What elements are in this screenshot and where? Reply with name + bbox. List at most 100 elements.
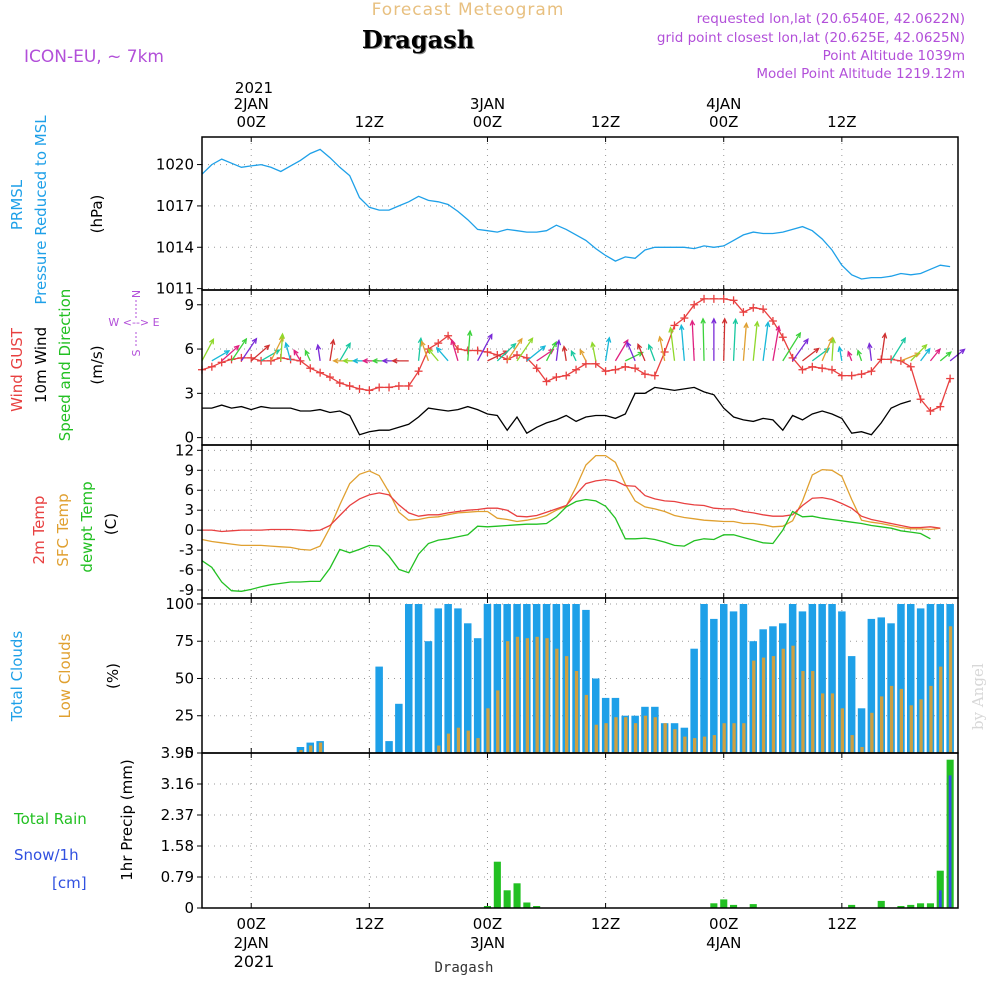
pressure-ytick-label: 1017: [156, 197, 194, 215]
gust-marker: [690, 300, 699, 309]
gust-marker: [818, 364, 827, 373]
total-cloud-bar: [690, 648, 698, 753]
gust-marker: [906, 362, 915, 371]
low-cloud-bar: [939, 666, 943, 753]
wind-arrow: [260, 349, 280, 362]
low-cloud-bar: [693, 738, 697, 753]
wind-arrow-head: [914, 352, 921, 358]
gust-marker: [946, 374, 955, 383]
compass-north: N: [130, 290, 143, 298]
gust-marker: [611, 365, 620, 374]
gust-marker: [562, 371, 571, 380]
pressure-ytick-label: 1020: [156, 156, 194, 174]
rain-bar: [936, 870, 944, 908]
temp-ytick-label: 9: [184, 461, 194, 479]
clouds-ytick-label: 0: [184, 744, 194, 762]
precip-ytick-label: 3.16: [161, 775, 194, 793]
gust-marker: [335, 379, 344, 387]
wind-arrow: [496, 343, 516, 362]
wind-arrow-head: [527, 337, 534, 344]
bottom-date-label: 3JAN: [470, 934, 505, 952]
low-cloud-bar: [761, 657, 766, 753]
wind-arrow: [285, 342, 292, 362]
wind-arrow-head: [959, 348, 966, 355]
wind-arrow-head: [329, 338, 336, 345]
wind-arrow: [526, 345, 546, 362]
t2m-line: [202, 478, 941, 533]
clouds-ytick-label: 100: [165, 595, 194, 613]
wind-arrow-head: [332, 358, 339, 364]
gust-marker: [729, 296, 738, 305]
low-cloud-bar: [850, 735, 854, 753]
total-cloud-bar: [729, 611, 738, 753]
gust-marker: [601, 367, 610, 376]
pressure-ytick-label: 1011: [156, 280, 194, 298]
point-altitude: Point Altitude 1039m: [823, 48, 965, 64]
wind-arrow-head: [371, 358, 378, 364]
wind-arrow: [752, 321, 758, 361]
low-cloud-bar: [752, 660, 756, 753]
low-cloud-bar: [466, 730, 470, 753]
wind-arrow: [211, 350, 230, 362]
total-cloud-bar: [700, 604, 708, 753]
low-cloud-bar: [712, 735, 716, 753]
top-hour-label: 12Z: [827, 113, 856, 131]
wind-arrow-head: [700, 317, 706, 324]
total-cloud-bar: [582, 609, 590, 753]
top-date-label: 4JAN: [706, 95, 741, 113]
wind-arrow: [570, 350, 577, 362]
wind-arrow-head: [924, 347, 931, 354]
low-cloud-bar: [899, 688, 903, 753]
rain-bar: [907, 904, 915, 908]
wind-arrow: [579, 349, 587, 362]
top-year: 2021: [235, 79, 273, 97]
wind-arrow-head: [764, 320, 771, 328]
wind-arrow: [626, 342, 636, 362]
wind-arrow-head: [487, 333, 493, 340]
total-cloud-bar: [592, 678, 600, 753]
gust-marker: [552, 373, 561, 382]
gust-marker: [503, 355, 512, 364]
bottom-hour-label: 00Z: [709, 915, 738, 933]
wind-label-gust: Wind GUST: [8, 327, 26, 412]
rain-bar: [897, 906, 905, 908]
wind-arrow: [732, 319, 737, 361]
clouds-unit: (%): [104, 663, 122, 689]
gust-marker: [936, 402, 945, 411]
gust-marker: [513, 350, 521, 359]
wind-arrow: [506, 338, 523, 362]
wind-arrow-head: [351, 358, 359, 364]
gust-marker: [759, 305, 768, 314]
wind-arrow: [772, 326, 780, 361]
gust-marker: [670, 321, 679, 330]
low-cloud-bar: [565, 656, 569, 753]
low-cloud-bar: [801, 671, 805, 753]
wind-arrow: [890, 337, 906, 362]
wind-arrow-head: [637, 351, 644, 357]
gust-marker: [719, 294, 728, 303]
low-cloud-bar: [653, 717, 657, 753]
total-cloud-bar: [877, 617, 885, 753]
wind-label-10m: 10m Wind: [32, 327, 50, 403]
rain-bar: [720, 899, 728, 908]
wind-arrow: [659, 336, 666, 361]
total-cloud-bar: [464, 623, 472, 753]
wind-ytick-label: 0: [184, 429, 194, 447]
wind-arrow-head: [427, 348, 434, 355]
gust-marker: [749, 303, 758, 312]
wind-arrow: [614, 339, 629, 362]
gust-marker: [434, 339, 443, 348]
wind-arrow-head: [921, 343, 928, 350]
total-cloud-bar: [483, 604, 492, 753]
wind-arrow: [467, 331, 471, 361]
temp-ytick-label: 6: [184, 481, 194, 499]
wind-arrow-head: [590, 341, 596, 348]
gust-marker: [217, 358, 226, 367]
wind-arrow-head: [689, 319, 696, 326]
precip-unit: 1hr Precip (mm): [118, 759, 136, 880]
temp-ytick-label: 3: [184, 501, 194, 519]
gust-marker: [385, 383, 394, 392]
low-cloud-bar: [948, 626, 953, 753]
wind-arrow: [201, 338, 214, 362]
